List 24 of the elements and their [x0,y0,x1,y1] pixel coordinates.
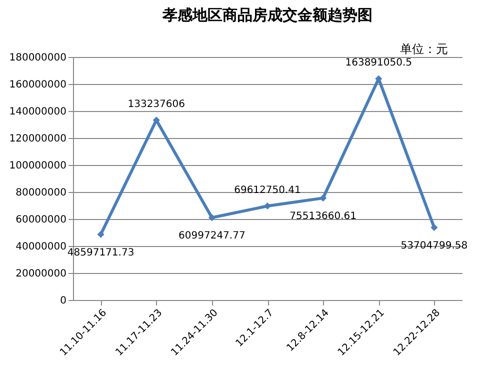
y-tick-label: 140000000 [9,106,66,118]
point [97,230,104,238]
point [208,214,216,222]
text: 单位：元 [400,42,448,56]
point [152,116,160,124]
data-label: 53704799.58 [400,240,468,252]
y-tick-label: 120000000 [9,134,66,144]
y-tick-label: 40000000 [16,242,66,252]
y-tick-label: 60000000 [16,214,66,226]
data-label: 163891050.5 [345,58,412,69]
y-tick-label: 100000000 [9,160,66,172]
data-label: 69612750.41 [234,185,301,196]
y-tick-label: 20000000 [16,268,66,280]
data-label: 48597171.73 [67,247,134,258]
y-tick-label: 180000000 [9,52,66,64]
chart-title: 孝感地区商品房成交金额趋势图 [162,6,372,24]
y-tick-label: 80000000 [16,188,66,198]
point [430,224,438,232]
data-label: 60997247.77 [178,230,246,242]
data-label: 75513660.61 [290,211,356,222]
point [320,194,327,202]
y-tick-label: 0 [60,296,66,306]
data-label: 133237606 [128,99,185,110]
y-tick-label: 160000000 [9,80,66,90]
